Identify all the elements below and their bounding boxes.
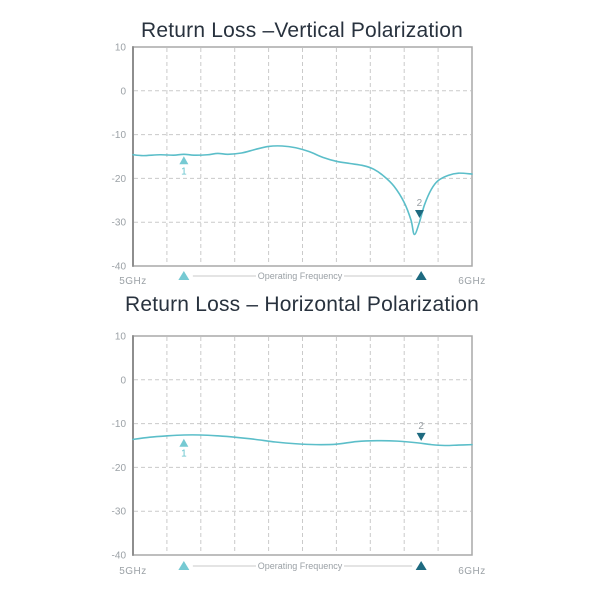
return-loss-trace (132, 434, 473, 447)
x-tick-label-min: 5GHz (119, 566, 147, 577)
y-tick-label: -30 (112, 218, 127, 229)
trace-marker-1-triangle-icon (179, 438, 189, 447)
trace-marker-2-label: 2 (418, 421, 424, 432)
x-axis-label: Operating Frequency (258, 271, 343, 281)
x-tick-label-max: 6GHz (458, 566, 486, 577)
x-tick-label-max: 6GHz (458, 276, 486, 287)
x-axis-label: Operating Frequency (258, 561, 343, 571)
y-tick-label: -10 (112, 419, 127, 430)
y-tick-label: -40 (112, 262, 127, 273)
band-edge-marker-icon (415, 271, 427, 280)
trace-marker-1-triangle-icon (179, 156, 189, 165)
trace-marker-1-label: 1 (181, 166, 187, 177)
horizontal-polarization-chart: 10 0 -10 -20 -30 -40 1 2 Operating Frequency 5GHz… (112, 332, 486, 578)
trace-marker-1-label: 1 (181, 449, 187, 460)
y-tick-label: -20 (112, 174, 127, 185)
vertical-polarization-chart: 10 0 -10 -20 -30 -40 1 2 Operating Frequency 5GHz… (112, 43, 486, 288)
trace-marker-2-triangle-icon (416, 432, 426, 441)
y-tick-label: 10 (115, 43, 127, 54)
band-edge-marker-icon (178, 561, 190, 570)
band-edge-marker-icon (415, 561, 427, 570)
band-edge-marker-icon (178, 271, 190, 280)
y-tick-label: 0 (120, 375, 126, 386)
chart-title-vertical-polarization: Return Loss –Vertical Polarization (141, 19, 463, 42)
chart-title-horizontal-polarization: Return Loss – Horizontal Polarization (124, 293, 480, 316)
y-tick-label: -10 (112, 130, 127, 141)
y-tick-label: 0 (120, 86, 126, 97)
trace-marker-2-triangle-icon (414, 210, 424, 219)
y-tick-label: -20 (112, 463, 127, 474)
return-loss-trace (132, 145, 473, 236)
trace-marker-2-label: 2 (417, 198, 423, 209)
y-tick-label: -30 (112, 507, 127, 518)
x-tick-label-min: 5GHz (119, 276, 147, 287)
y-tick-label: 10 (115, 332, 127, 343)
y-tick-label: -40 (112, 551, 127, 562)
